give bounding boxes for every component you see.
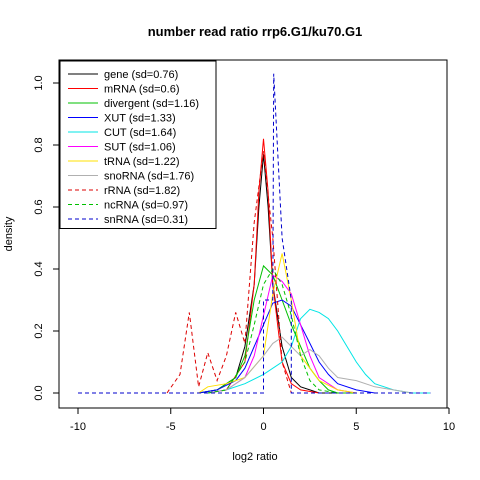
series-line-1 — [207, 138, 320, 394]
legend-entry: gene (sd=0.76) — [104, 69, 178, 81]
y-tick-label: 1.0 — [33, 75, 45, 90]
x-tick-label: -10 — [70, 421, 86, 433]
series-line-2 — [198, 264, 357, 394]
legend-entry: mRNA (sd=0.6) — [104, 84, 180, 96]
legend-entry: rRNA (sd=1.82) — [104, 185, 180, 197]
legend-entry: SUT (sd=1.06) — [104, 142, 176, 154]
legend-entry: CUT (sd=1.64) — [104, 127, 176, 139]
x-tick-label: 0 — [260, 421, 266, 433]
series-line-8 — [166, 151, 292, 394]
x-axis-label: log2 ratio — [232, 451, 277, 463]
y-axis: 0.0 0.2 0.4 0.6 0.8 1.0 — [33, 75, 60, 401]
series-line-6 — [198, 253, 357, 394]
x-tick-label: -5 — [166, 421, 176, 433]
legend: gene (sd=0.76) mRNA (sd=0.6) divergent (sd… — [59, 60, 217, 229]
x-tick-label: 5 — [353, 421, 359, 433]
y-tick-label: 0.8 — [33, 137, 45, 152]
series-line-4 — [207, 308, 431, 394]
chart-title: number read ratio rrp6.G1/ku70.G1 — [148, 24, 363, 39]
y-tick-label: 0.4 — [33, 261, 45, 276]
x-axis: -10 -5 0 5 10 — [70, 407, 455, 433]
y-tick-label: 0.2 — [33, 323, 45, 338]
y-tick-label: 0.0 — [33, 385, 45, 400]
series-line-7 — [207, 336, 412, 394]
y-tick-label: 0.6 — [33, 199, 45, 214]
legend-entry: divergent (sd=1.16) — [104, 98, 199, 110]
legend-entry: ncRNA (sd=0.97) — [104, 200, 188, 212]
legend-entry: tRNA (sd=1.22) — [104, 156, 180, 168]
series-line-3 — [198, 299, 375, 394]
series-lines — [78, 73, 431, 394]
series-line-10 — [78, 73, 431, 394]
y-axis-label: density — [3, 216, 15, 251]
legend-entry: snRNA (sd=0.31) — [104, 214, 188, 226]
series-line-5 — [207, 274, 357, 394]
legend-entry: snoRNA (sd=1.76) — [104, 171, 194, 183]
x-tick-label: 10 — [443, 421, 455, 433]
legend-entry: XUT (sd=1.33) — [104, 113, 176, 125]
